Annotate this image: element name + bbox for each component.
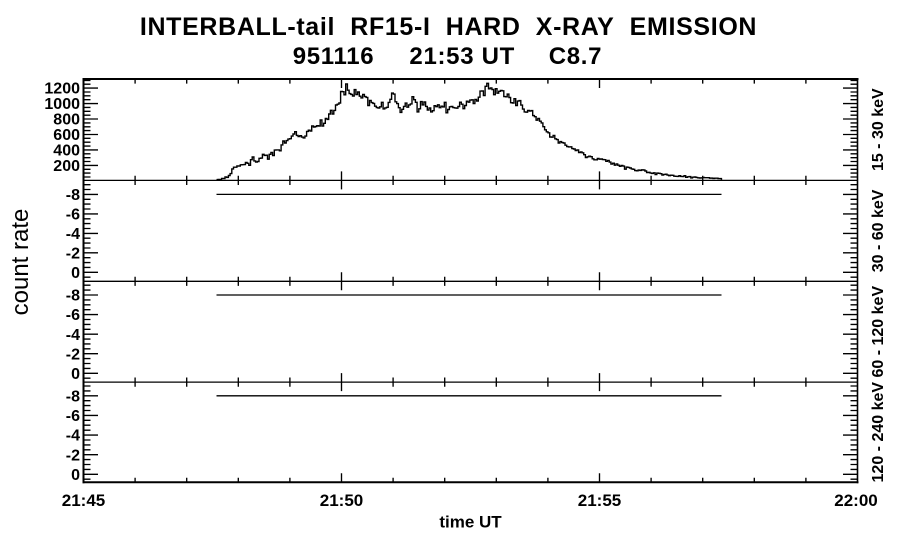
svg-text:600: 600 (53, 127, 80, 144)
svg-text:21:53 UT: 21:53 UT (409, 43, 515, 70)
svg-text:-8: -8 (66, 187, 80, 204)
svg-text:400: 400 (53, 143, 80, 160)
svg-text:0: 0 (71, 366, 80, 383)
svg-text:200: 200 (53, 158, 80, 175)
svg-text:0: 0 (71, 467, 80, 484)
svg-text:-6: -6 (66, 408, 80, 425)
svg-text:count rate: count rate (7, 209, 34, 316)
svg-text:21:50: 21:50 (320, 491, 363, 510)
svg-text:-4: -4 (66, 327, 80, 344)
svg-text:time UT: time UT (439, 513, 502, 532)
svg-text:951116: 951116 (293, 43, 375, 70)
svg-text:-6: -6 (66, 307, 80, 324)
svg-text:-2: -2 (66, 346, 80, 363)
svg-text:22:00: 22:00 (834, 491, 877, 510)
svg-text:120 - 240 keV: 120 - 240 keV (870, 382, 887, 483)
svg-text:15 - 30 keV: 15 - 30 keV (870, 88, 887, 171)
svg-text:-2: -2 (66, 245, 80, 262)
svg-text:0: 0 (71, 265, 80, 282)
svg-text:INTERBALL-tail RF15-I HARD: INTERBALL-tail RF15-I HARD X-RAY EMISSIO… (140, 13, 757, 41)
svg-text:21:55: 21:55 (578, 491, 621, 510)
svg-text:-8: -8 (66, 388, 80, 405)
svg-text:-4: -4 (66, 226, 80, 243)
svg-text:30 - 60 keV: 30 - 60 keV (870, 189, 887, 272)
svg-text:800: 800 (53, 112, 80, 129)
svg-text:-8: -8 (66, 288, 80, 305)
svg-text:60 - 120 keV: 60 - 120 keV (870, 286, 887, 378)
svg-text:1200: 1200 (44, 81, 80, 98)
svg-text:1000: 1000 (44, 96, 80, 113)
svg-text:-4: -4 (66, 428, 80, 445)
svg-text:-6: -6 (66, 206, 80, 223)
svg-text:-2: -2 (66, 447, 80, 464)
svg-text:C8.7: C8.7 (549, 43, 603, 70)
svg-text:21:45: 21:45 (62, 491, 105, 510)
